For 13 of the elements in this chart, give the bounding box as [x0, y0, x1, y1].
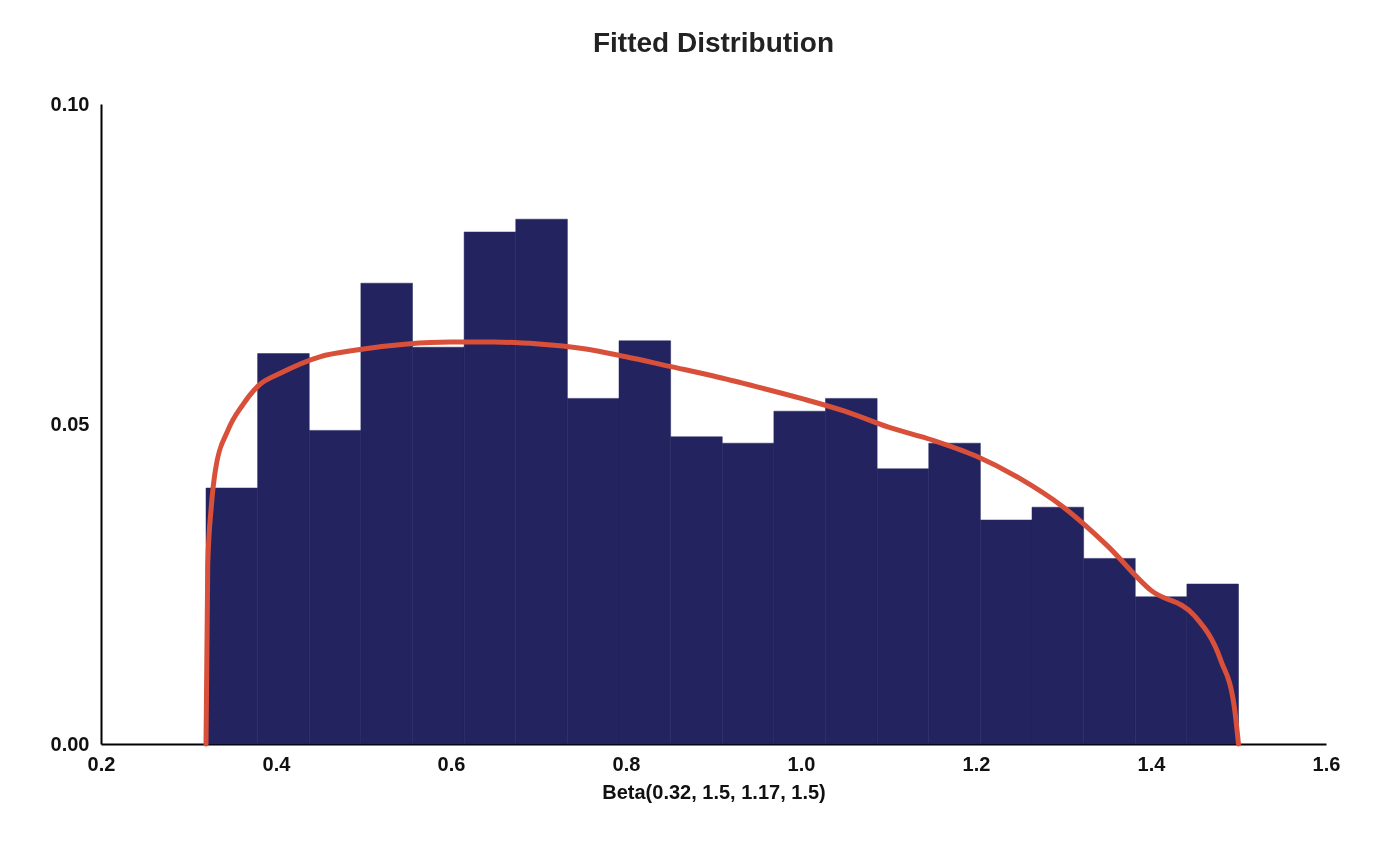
x-tick-label: 0.8 — [612, 752, 641, 775]
x-tick-label: 1.6 — [1312, 752, 1341, 775]
x-tick-label: 1.2 — [962, 752, 991, 775]
chart-title: Fitted Distribution — [592, 27, 835, 58]
x-tick-label: 1.4 — [1137, 752, 1167, 775]
y-tick-label: 0.05 — [50, 412, 90, 435]
y-tick-label: 0.10 — [50, 92, 90, 115]
x-axis-title: Beta(0.32, 1.5, 1.17, 1.5) — [602, 780, 826, 803]
x-tick-label: 0.6 — [437, 752, 466, 775]
x-tick-label: 1.0 — [787, 752, 816, 775]
x-tick-label: 0.2 — [87, 752, 116, 775]
y-tick-label: 0.00 — [50, 732, 90, 755]
x-tick-label: 0.4 — [262, 752, 292, 775]
